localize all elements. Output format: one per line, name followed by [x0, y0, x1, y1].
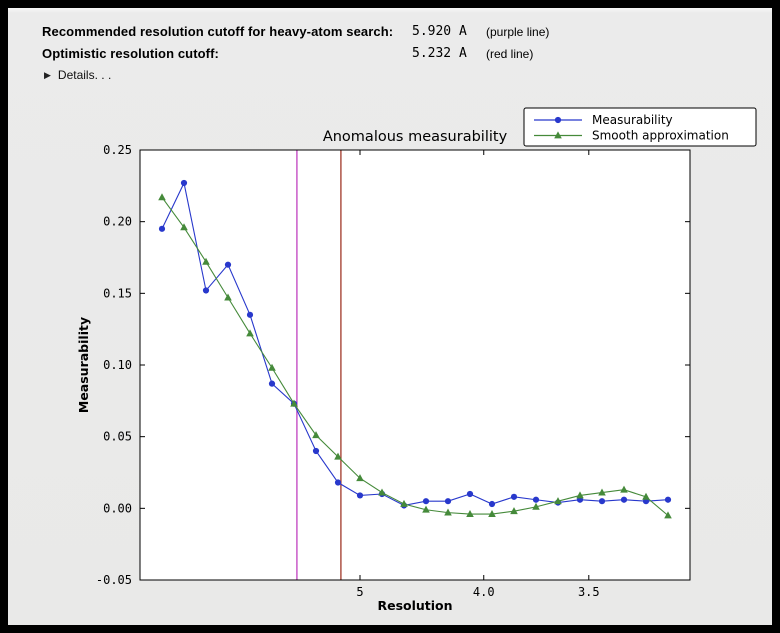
data-point [422, 505, 430, 513]
data-point [576, 491, 584, 499]
data-point [356, 492, 364, 499]
disclosure-triangle-icon: ▶ [44, 70, 51, 80]
details-label: Details. . . [57, 68, 112, 82]
x-tick-label: 4.0 [473, 585, 495, 599]
y-tick-label: -0.05 [96, 573, 132, 587]
recommended-cutoff-row: Recommended resolution cutoff for heavy-… [42, 24, 762, 42]
data-point [444, 498, 452, 505]
x-tick-label: 5 [356, 585, 363, 599]
y-tick-label: 0.20 [103, 215, 132, 229]
optimistic-cutoff-row: Optimistic resolution cutoff: 5.232 A (r… [42, 46, 762, 64]
data-point [400, 499, 408, 507]
x-tick-label: 3.5 [578, 585, 600, 599]
data-point [334, 452, 342, 460]
y-tick-label: 0.05 [103, 430, 132, 444]
data-point [356, 474, 364, 482]
legend-marker [554, 131, 562, 139]
results-panel: Recommended resolution cutoff for heavy-… [8, 8, 772, 625]
data-point [312, 447, 320, 455]
data-point [664, 511, 672, 519]
measurability-line [161, 181, 669, 507]
data-point [466, 509, 474, 517]
data-point [532, 496, 540, 503]
data-point [532, 502, 540, 510]
data-point [620, 496, 628, 503]
data-point [510, 493, 518, 500]
data-point [224, 261, 232, 268]
data-point [202, 257, 210, 265]
smooth-approximation-line [161, 196, 669, 516]
data-point [268, 363, 276, 371]
details-disclosure[interactable]: ▶ Details. . . [44, 68, 111, 82]
data-point [224, 293, 232, 301]
data-point [290, 399, 298, 407]
data-point [180, 179, 188, 187]
data-point [158, 225, 166, 232]
data-point [488, 509, 496, 517]
optimistic-cutoff-label: Optimistic resolution cutoff: [42, 46, 219, 61]
data-point [620, 485, 628, 493]
chart-title: Anomalous measurability [323, 129, 508, 145]
recommended-cutoff-label: Recommended resolution cutoff for heavy-… [42, 24, 394, 39]
anomalous-measurability-chart: 5 4.0 3.5 0.25 0.20 0.15 0.10 0.05 0.00 -0.05 Anom… [76, 107, 757, 613]
y-tick-label: 0.25 [103, 143, 132, 157]
data-point [334, 479, 342, 486]
legend-box [523, 107, 757, 147]
y-tick-label: 0.10 [103, 358, 132, 372]
data-point [422, 498, 430, 505]
data-point [246, 311, 254, 318]
data-point [246, 329, 254, 337]
y-tick-label: 0.00 [103, 501, 132, 515]
data-point [444, 508, 452, 516]
optimistic-cutoff-value: 5.232 A [412, 46, 467, 61]
optimistic-cutoff-note: (red line) [486, 47, 534, 61]
data-point [642, 492, 650, 500]
data-point [488, 500, 496, 508]
data-point [466, 490, 474, 498]
data-point [664, 496, 672, 503]
data-point [598, 498, 606, 505]
recommended-cutoff-value: 5.920 A [412, 24, 467, 39]
recommended-cutoff-note: (purple line) [486, 25, 550, 39]
legend-entry-label: Measurability [592, 113, 673, 127]
plot-area [140, 150, 690, 580]
data-point [202, 287, 210, 294]
data-point [598, 488, 606, 496]
y-axis-label: Measurability [76, 317, 91, 413]
legend-marker [554, 116, 562, 124]
data-point [312, 431, 320, 439]
data-point [510, 507, 518, 515]
data-point [268, 380, 276, 387]
legend-entry-label: Smooth approximation [592, 129, 729, 143]
data-point [158, 193, 166, 201]
data-point [554, 497, 562, 505]
x-axis-label: Resolution [377, 598, 452, 613]
y-tick-label: 0.15 [103, 286, 132, 300]
data-point [180, 223, 188, 231]
data-point [378, 488, 386, 496]
